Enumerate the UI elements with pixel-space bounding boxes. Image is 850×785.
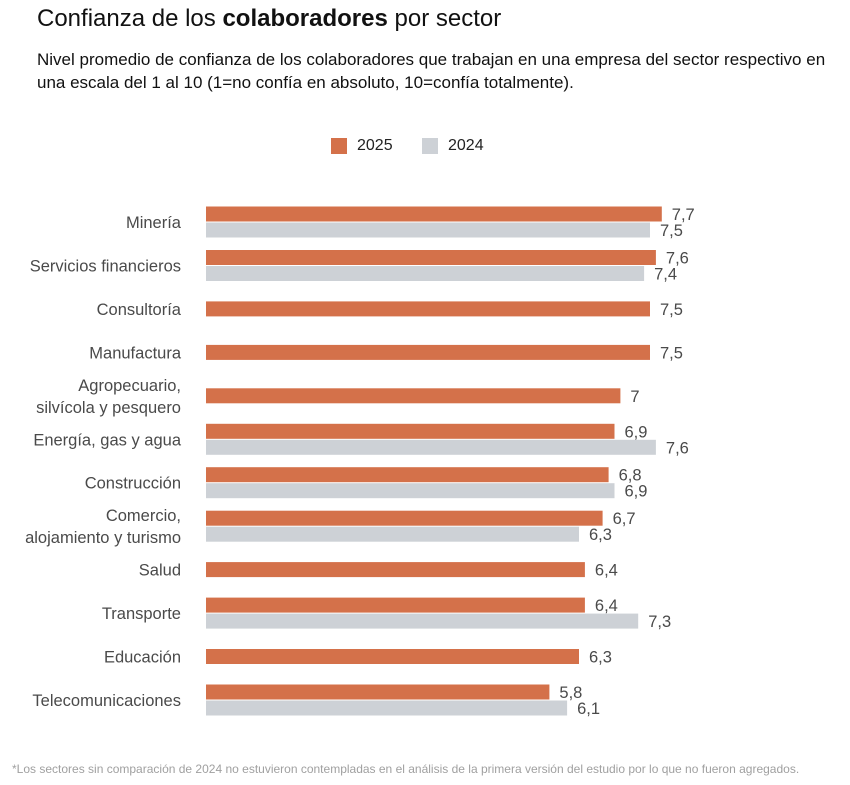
chart-title-prefix: Confianza de los — [37, 5, 223, 32]
value-label-2025-agropecuario-silvicola-y-pesquero: 7 — [630, 388, 639, 406]
value-label-2024-servicios-financieros: 7,4 — [654, 266, 677, 284]
bar-2024-comercio-alojamiento-y-turismo — [206, 526, 579, 542]
bar-2025-educacion — [206, 649, 579, 664]
category-label-transporte: Transporte — [102, 605, 181, 623]
value-label-2025-telecomunicaciones: 5,8 — [559, 684, 582, 702]
bar-2025-consultoria — [206, 301, 650, 317]
value-label-2024-energia-gas-y-agua: 7,6 — [666, 439, 689, 457]
bar-2025-energia-gas-y-agua — [206, 423, 615, 439]
category-label-telecomunicaciones: Telecomunicaciones — [32, 692, 181, 710]
value-label-2025-manufactura: 7,5 — [660, 344, 683, 362]
category-label-construccion: Construcción — [85, 475, 181, 493]
legend-label-2025: 2025 — [357, 137, 393, 154]
bar-2024-construccion — [206, 483, 615, 499]
chart-title-bold: colaboradores — [222, 5, 388, 32]
value-label-2024-telecomunicaciones: 6,1 — [577, 700, 600, 718]
footnote: *Los sectores sin comparación de 2024 no… — [12, 762, 800, 776]
chart-title: Confianza de los colaboradores por secto… — [37, 4, 501, 34]
bar-2025-manufactura — [206, 344, 650, 360]
value-label-2024-comercio-alojamiento-y-turismo: 6,3 — [589, 526, 612, 544]
bar-2025-transporte — [206, 597, 585, 613]
bar-2024-energia-gas-y-agua — [206, 439, 656, 455]
category-label-manufactura: Manufactura — [89, 344, 182, 362]
legend: 2025 2024 — [0, 134, 850, 158]
chart-title-suffix: por sector — [387, 5, 502, 32]
category-label-comercio-alojamiento-y-turismo: Comercio, alojamiento y turismo — [25, 507, 181, 547]
value-label-2025-comercio-alojamiento-y-turismo: 6,7 — [613, 510, 636, 528]
value-label-2025-salud: 6,4 — [595, 562, 618, 580]
bar-2024-transporte — [206, 613, 639, 629]
bar-2024-telecomunicaciones — [206, 700, 568, 716]
bar-2025-servicios-financieros — [206, 250, 656, 265]
category-label-educacion: Educación — [104, 649, 181, 667]
category-label-energia-gas-y-agua: Energía, gas y agua — [33, 431, 182, 449]
category-label-mineria: Minería — [126, 214, 182, 232]
bar-2025-comercio-alojamiento-y-turismo — [206, 510, 603, 526]
value-label-2025-consultoria: 7,5 — [660, 301, 683, 319]
value-label-2025-educacion: 6,3 — [589, 649, 612, 667]
value-label-2025-construccion: 6,8 — [619, 467, 642, 485]
value-label-2024-construccion: 6,9 — [625, 483, 648, 501]
category-label-consultoria: Consultoría — [97, 301, 182, 319]
legend-item-2025: 2025 — [331, 134, 393, 158]
category-label-servicios-financieros: Servicios financieros — [30, 257, 181, 275]
bar-2025-construccion — [206, 467, 609, 483]
bar-2025-telecomunicaciones — [206, 684, 550, 700]
legend-swatch-2024 — [422, 138, 438, 154]
bar-2025-agropecuario-silvicola-y-pesquero — [206, 388, 621, 404]
value-label-2025-mineria: 7,7 — [672, 206, 695, 224]
chart-subtitle: Nivel promedio de confianza de los colab… — [37, 50, 826, 92]
bar-2025-mineria — [206, 206, 662, 222]
value-label-2024-mineria: 7,5 — [660, 222, 683, 240]
legend-label-2024: 2024 — [448, 137, 484, 154]
bar-2024-mineria — [206, 222, 650, 238]
legend-swatch-2025 — [331, 138, 347, 154]
value-label-2025-transporte: 6,4 — [595, 597, 618, 615]
category-label-salud: Salud — [139, 562, 181, 580]
bar-2025-salud — [206, 562, 585, 578]
bar-2024-servicios-financieros — [206, 266, 645, 281]
category-label-agropecuario-silvicola-y-pesquero: Agropecuario, silvícola y pesquero — [36, 377, 181, 417]
value-label-2025-energia-gas-y-agua: 6,9 — [625, 423, 648, 441]
value-label-2024-transporte: 7,3 — [648, 613, 671, 631]
legend-item-2024: 2024 — [422, 134, 484, 158]
value-label-2025-servicios-financieros: 7,6 — [666, 250, 689, 268]
